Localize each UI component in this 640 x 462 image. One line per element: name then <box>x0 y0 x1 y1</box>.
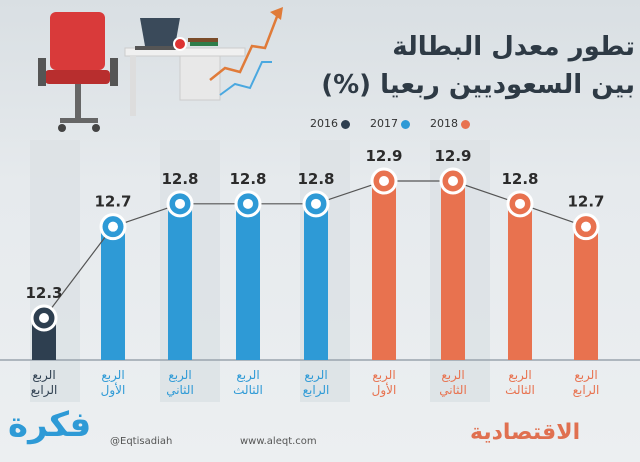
category-label-7: الربع الثاني <box>423 368 483 398</box>
bar-3 <box>168 203 192 360</box>
data-point-center-4 <box>243 198 253 209</box>
legend-2018-dot <box>461 119 470 129</box>
category-label-2: الربع الأول <box>83 368 143 398</box>
category-label-line1: الربع <box>441 368 465 382</box>
legend-item-2016: 2016 <box>310 117 350 130</box>
category-label-4: الربع الثالث <box>218 368 278 398</box>
bar-5 <box>304 203 328 360</box>
data-point-center-9 <box>581 221 591 232</box>
category-label-line1: الربع <box>101 368 125 382</box>
category-label-9: الربع الرابع <box>556 368 616 398</box>
bar-4 <box>236 203 260 360</box>
bar-2 <box>101 226 125 360</box>
category-label-line1: الربع <box>32 368 56 382</box>
value-label-5: 12.8 <box>297 170 334 188</box>
data-point-center-2 <box>108 221 118 232</box>
category-label-5: الربع الرابع <box>286 368 346 398</box>
value-label-4: 12.8 <box>229 170 266 188</box>
twitter-handle: @Eqtisadiah <box>110 436 173 447</box>
title-line-2: بين السعوديين ربعيا (%) <box>321 70 635 100</box>
category-label-8: الربع الثالث <box>490 368 550 398</box>
bar-7 <box>441 181 465 360</box>
bar-6 <box>372 181 396 360</box>
data-point-center-1 <box>39 313 49 323</box>
legend-2017-dot <box>401 119 410 129</box>
category-label-line2: الرابع <box>572 383 600 397</box>
category-label-line2: الأول <box>100 383 126 397</box>
bar-8 <box>508 203 532 360</box>
data-point-center-7 <box>448 176 458 186</box>
data-point-center-5 <box>311 198 321 209</box>
category-label-line2: الأول <box>371 383 397 397</box>
value-label-8: 12.8 <box>501 170 538 188</box>
legend: 2018 2017 2016 <box>300 117 500 133</box>
value-label-6: 12.9 <box>365 147 402 165</box>
category-label-line2: الثاني <box>439 383 467 397</box>
category-label-line1: الربع <box>168 368 192 382</box>
category-label-3: الربع الثاني <box>150 368 210 398</box>
fikra-logo: فكرة <box>8 405 92 445</box>
legend-2017-label: 2017 <box>370 117 398 130</box>
legend-2016-label: 2016 <box>310 117 338 130</box>
category-label-line2: الثالث <box>505 383 535 397</box>
legend-2016-dot <box>341 119 350 129</box>
office-desk-illustration <box>38 7 283 132</box>
category-label-line1: الربع <box>236 368 260 382</box>
category-label-line2: الثاني <box>166 383 194 397</box>
category-label-line1: الربع <box>574 368 598 382</box>
category-label-line2: الرابع <box>30 383 58 397</box>
website-url: www.aleqt.com <box>240 436 317 447</box>
category-label-line1: الربع <box>304 368 328 382</box>
value-label-3: 12.8 <box>161 170 198 188</box>
category-label-line1: الربع <box>508 368 532 382</box>
legend-item-2017: 2017 <box>370 117 410 130</box>
category-label-line2: الثالث <box>233 383 263 397</box>
aleqt-logo: الاقتصادية <box>470 420 581 445</box>
legend-2018-label: 2018 <box>430 117 458 130</box>
category-label-line2: الرابع <box>302 383 330 397</box>
chart-title: تطور معدل البطالة بين السعوديين ربعيا (%… <box>305 28 635 118</box>
data-point-center-6 <box>379 176 389 186</box>
bar-9 <box>574 226 598 360</box>
category-label-1: الربع الرابع <box>14 368 74 398</box>
category-label-line1: الربع <box>372 368 396 382</box>
value-label-9: 12.7 <box>567 193 604 211</box>
data-point-center-3 <box>175 198 185 209</box>
value-label-2: 12.7 <box>94 193 131 211</box>
title-line-1: تطور معدل البطالة <box>392 32 635 62</box>
value-label-7: 12.9 <box>434 147 471 165</box>
category-label-6: الربع الأول <box>354 368 414 398</box>
data-point-center-8 <box>515 198 525 209</box>
legend-item-2018: 2018 <box>430 117 470 130</box>
value-label-1: 12.3 <box>25 284 62 302</box>
